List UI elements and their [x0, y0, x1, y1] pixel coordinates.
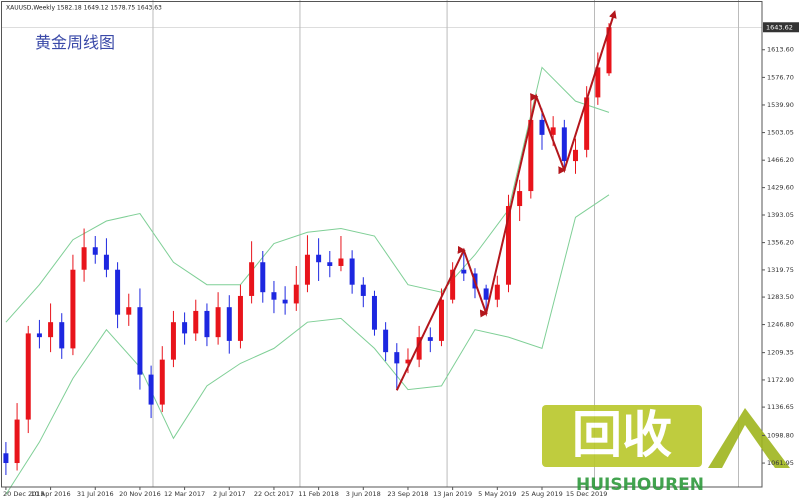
band-lower: [5, 194, 610, 495]
candle-body: [338, 258, 344, 266]
candle-body: [316, 254, 322, 263]
candle-body: [282, 299, 288, 304]
x-tick-label: 10 Apr 2016: [30, 490, 70, 498]
candle-body: [237, 295, 243, 341]
candle-body: [327, 262, 333, 266]
candle-body: [271, 292, 277, 300]
candle-body: [405, 359, 411, 364]
y-tick-label: 1098.80: [767, 431, 794, 439]
x-tick-label: 20 Dec 2015: [3, 490, 45, 498]
symbol-header: XAUUSD,Weekly 1582.18 1649.12 1578.75 16…: [6, 5, 162, 12]
x-tick-label: 5 May 2019: [478, 490, 516, 498]
plot-border: [1, 1, 763, 488]
candle-body: [383, 329, 389, 353]
candle-body: [539, 119, 545, 135]
y-tick-label: 1539.90: [767, 101, 794, 109]
x-tick-label: 2 Jul 2017: [213, 490, 246, 498]
candle-body: [115, 269, 121, 315]
candle-body: [59, 322, 65, 349]
candle-body: [92, 247, 98, 255]
y-tick-label: 1136.65: [767, 403, 794, 411]
candle-body: [170, 322, 176, 360]
candle-body: [293, 284, 299, 304]
x-tick-label: 31 Jul 2016: [77, 490, 114, 498]
candle-body: [483, 288, 489, 300]
y-tick-label: 1613.60: [767, 46, 794, 54]
candle-body: [494, 284, 500, 300]
x-tick-label: 3 Jun 2018: [346, 490, 381, 498]
candle-body: [25, 333, 31, 420]
candle-body: [36, 333, 42, 338]
x-tick-label: 11 Feb 2018: [298, 490, 338, 498]
candle-body: [450, 269, 456, 300]
candle-body: [148, 374, 154, 405]
candle-body: [226, 307, 232, 341]
candle-body: [81, 247, 87, 270]
candle-body: [371, 295, 377, 330]
candle-body: [159, 359, 165, 405]
x-tick-label: 23 Sep 2018: [387, 490, 428, 498]
candle-body: [461, 269, 467, 274]
candle-body: [70, 269, 76, 349]
candle-body: [193, 310, 199, 334]
y-tick-label: 1429.60: [767, 184, 794, 192]
chart-title: 黄金周线图: [35, 33, 115, 52]
x-tick-label: 13 Jan 2019: [433, 490, 472, 498]
plot-layer: [2, 0, 762, 495]
candle-body: [249, 262, 255, 296]
candle-body: [103, 254, 109, 270]
candle-body: [126, 307, 132, 315]
watermark: 回收 HUISHOUREN: [542, 405, 790, 495]
y-tick-label: 1356.20: [767, 239, 794, 247]
candle-body: [215, 307, 221, 338]
y-tick-label: 1283.50: [767, 293, 794, 301]
y-tick-label: 1503.05: [767, 129, 794, 137]
candle-body: [204, 310, 210, 338]
y-tick-label: 1061.95: [767, 459, 794, 467]
candle-body: [304, 254, 310, 285]
x-tick-label: 20 Nov 2016: [119, 490, 161, 498]
candle-body: [14, 419, 20, 464]
watermark-logo: 回收: [572, 406, 672, 464]
candle-body: [182, 322, 188, 334]
x-tick-label: 12 Mar 2017: [164, 490, 205, 498]
candle-body: [137, 307, 143, 375]
watermark-brand: HUISHOUREN: [576, 475, 704, 495]
y-tick-label: 1209.35: [767, 349, 794, 357]
x-tick-label: 25 Aug 2019: [521, 490, 563, 498]
candle-body: [349, 258, 355, 285]
current-price-label: 1643.62: [766, 23, 793, 31]
candle-body: [360, 284, 366, 296]
x-tick-label: 22 Oct 2017: [254, 490, 294, 498]
candle-body: [438, 299, 444, 341]
y-tick-label: 1466.20: [767, 156, 794, 164]
candle-body: [48, 322, 54, 338]
y-tick-label: 1393.05: [767, 211, 794, 219]
watermark-figure: [708, 408, 790, 468]
candle-body: [260, 262, 266, 293]
watermark-box: [542, 405, 702, 467]
candle-body: [394, 352, 400, 364]
candle-body: [561, 127, 567, 162]
trend-arrows: [395, 10, 617, 391]
y-tick-label: 1319.75: [767, 266, 794, 274]
y-tick-label: 1246.80: [767, 321, 794, 329]
y-tick-label: 1576.70: [767, 73, 794, 81]
x-tick-label: 15 Dec 2019: [566, 490, 608, 498]
candle-body: [416, 337, 422, 360]
candle-body: [517, 191, 523, 207]
y-tick-label: 1172.90: [767, 376, 794, 384]
current-price-tag: [763, 22, 799, 33]
candle-body: [3, 453, 9, 464]
candle-body: [572, 149, 578, 162]
candle-body: [427, 337, 433, 341]
